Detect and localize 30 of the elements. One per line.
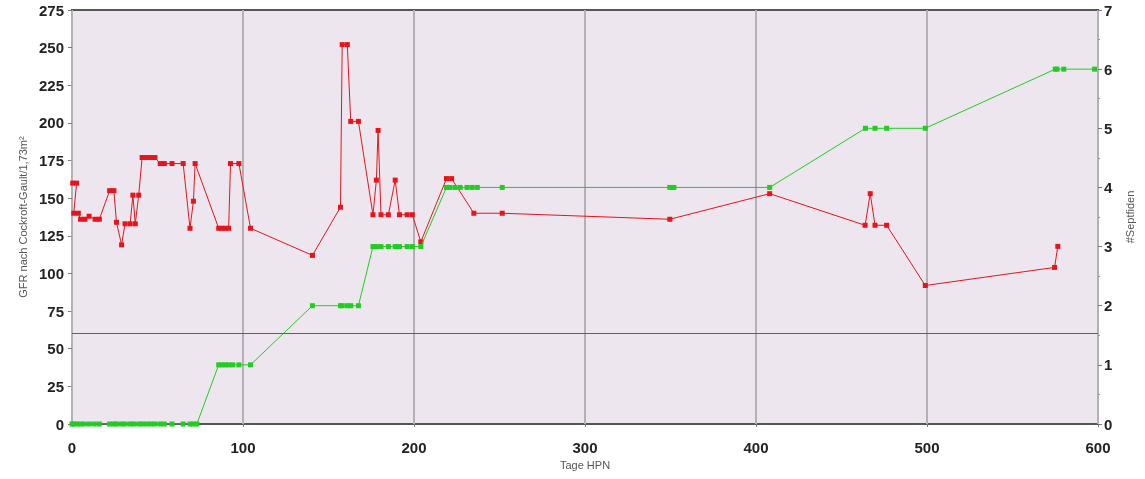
y-tick-label: 50 (47, 340, 64, 358)
x-tick-label: 100 (230, 439, 256, 456)
y2-tick-label: 5 (1104, 119, 1113, 137)
y-tick-label: 175 (38, 152, 64, 170)
y-tick-label: 250 (38, 39, 64, 57)
y2-tick-label: 7 (1104, 1, 1113, 19)
x-tick-label: 0 (67, 439, 77, 456)
x-axis-title: Tage HPN (559, 459, 611, 472)
x-tick-label: 200 (401, 439, 427, 456)
y-tick-label: 275 (38, 1, 64, 19)
y-tick-label: 200 (38, 114, 64, 132)
y-tick-label: 25 (47, 377, 64, 395)
y2-tick-label: 1 (1104, 356, 1113, 374)
y2-tick-label: 6 (1104, 60, 1113, 78)
y2-tick-label: 2 (1104, 297, 1113, 315)
y2-tick-label: 4 (1104, 178, 1113, 196)
y2-tick-label: 0 (1104, 415, 1113, 433)
y-tick-label: 75 (47, 302, 64, 320)
x-tick-label: 500 (914, 439, 940, 456)
x-tick-label: 600 (1085, 439, 1111, 456)
y2-tick-label: 3 (1104, 238, 1113, 256)
y-tick-label: 150 (38, 189, 64, 207)
y-axis-title: GFR nach Cockroft-Gault/1,73m² (16, 135, 29, 298)
x-tick-label: 400 (743, 439, 769, 456)
y2-axis-title: #Septfiden (1123, 190, 1136, 244)
y-tick-label: 125 (38, 227, 64, 245)
y-tick-label: 100 (38, 264, 64, 282)
y-tick-label: 0 (55, 415, 64, 433)
y-tick-label: 225 (38, 76, 64, 94)
x-tick-label: 300 (572, 439, 598, 456)
